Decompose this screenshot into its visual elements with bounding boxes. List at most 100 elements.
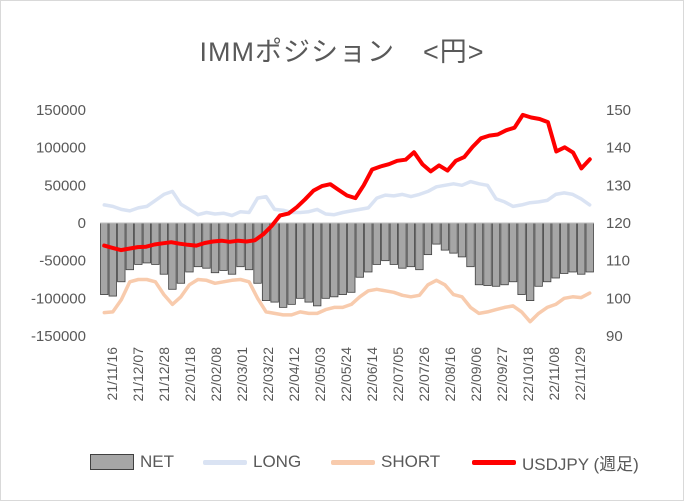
net-bar bbox=[244, 222, 254, 271]
net-bar bbox=[432, 222, 441, 245]
net-bar bbox=[321, 222, 330, 299]
net-bar bbox=[389, 222, 398, 265]
x-tick-label: 22/09/27 bbox=[494, 347, 510, 402]
legend-swatch-long bbox=[203, 459, 247, 465]
y-left-tick-label: -150000 bbox=[31, 328, 86, 345]
net-bar bbox=[219, 222, 228, 271]
x-tick-label: 22/11/29 bbox=[572, 347, 588, 401]
net-bar bbox=[534, 222, 543, 287]
net-bar bbox=[202, 222, 211, 269]
net-bar bbox=[330, 222, 339, 298]
net-bar bbox=[415, 222, 424, 271]
net-bar bbox=[525, 222, 535, 301]
net-bar bbox=[568, 222, 577, 273]
legend-label-net: NET bbox=[140, 452, 174, 471]
legend-swatch-short bbox=[331, 459, 375, 465]
net-bar bbox=[372, 222, 381, 265]
net-bar bbox=[134, 222, 143, 265]
net-bar bbox=[313, 222, 322, 307]
legend: NET LONG SHORT USDJPY (週足) bbox=[0, 448, 684, 476]
net-bar bbox=[338, 222, 347, 295]
net-bar bbox=[227, 222, 237, 275]
legend-swatch-usdjpy bbox=[472, 459, 516, 465]
net-bar bbox=[270, 222, 279, 303]
net-bar bbox=[159, 222, 169, 275]
x-tick-label: 22/03/01 bbox=[234, 347, 250, 402]
net-bar bbox=[278, 222, 288, 308]
x-tick-label: 22/09/06 bbox=[468, 347, 484, 402]
net-bar bbox=[457, 222, 467, 258]
net-bar bbox=[355, 222, 364, 278]
net-bar bbox=[474, 222, 484, 286]
net-bar bbox=[304, 222, 313, 303]
net-bar bbox=[398, 222, 407, 269]
y-left-tick-label: -100000 bbox=[31, 290, 86, 307]
net-bar bbox=[364, 222, 373, 273]
x-tick-label: 22/07/26 bbox=[416, 347, 432, 402]
legend-label-usdjpy: USDJPY (週足) bbox=[522, 454, 639, 474]
net-bar bbox=[296, 222, 305, 299]
net-bar bbox=[543, 222, 552, 283]
y-left-tick-label: 100000 bbox=[36, 140, 86, 157]
x-tick-label: 22/08/16 bbox=[442, 347, 458, 402]
x-tick-label: 22/11/08 bbox=[546, 347, 562, 401]
net-bar bbox=[500, 222, 509, 286]
x-tick-label: 22/06/14 bbox=[364, 347, 380, 402]
x-tick-label: 21/12/28 bbox=[156, 347, 172, 402]
net-bar bbox=[577, 222, 586, 275]
net-bar bbox=[508, 222, 518, 283]
net-bar bbox=[117, 222, 126, 283]
x-tick-label: 22/10/18 bbox=[520, 347, 536, 402]
y-right-tick-label: 150 bbox=[606, 102, 631, 119]
net-bar bbox=[168, 222, 177, 290]
net-bar bbox=[491, 222, 501, 287]
x-tick-label: 22/01/18 bbox=[182, 347, 198, 402]
x-tick-label: 22/02/08 bbox=[208, 347, 224, 402]
net-bar bbox=[423, 222, 433, 256]
legend-swatch-net bbox=[90, 454, 134, 470]
net-bar bbox=[347, 222, 356, 293]
net-bar bbox=[176, 222, 186, 284]
legend-item-short: SHORT bbox=[331, 448, 440, 476]
net-bar bbox=[100, 222, 109, 295]
x-tick-label: 22/05/24 bbox=[338, 347, 354, 402]
net-bar bbox=[210, 222, 220, 274]
chart-title: IMMポジション <円> bbox=[199, 37, 485, 67]
legend-item-long: LONG bbox=[203, 448, 301, 476]
net-bar bbox=[108, 222, 117, 297]
net-bar bbox=[381, 222, 390, 262]
y-left-tick-label: 50000 bbox=[44, 177, 86, 194]
x-tick-label: 21/11/16 bbox=[104, 347, 120, 401]
net-bar bbox=[585, 222, 594, 273]
net-bar bbox=[287, 222, 296, 305]
net-bar bbox=[449, 222, 458, 254]
x-tick-label: 22/04/12 bbox=[286, 347, 302, 402]
y-left-tick-label: 150000 bbox=[36, 102, 86, 119]
net-bar bbox=[253, 222, 262, 284]
net-bar bbox=[483, 222, 492, 286]
net-bar bbox=[406, 222, 416, 268]
chart-plot: 150000 100000 50000 0 -50000 -100000 -150000 15… bbox=[31, 102, 631, 402]
y-right-tick-label: 110 bbox=[606, 253, 630, 270]
legend-item-usdjpy: USDJPY (週足) bbox=[472, 448, 639, 476]
net-bar bbox=[560, 222, 569, 274]
y-left-tick-label: -50000 bbox=[39, 253, 86, 270]
y-right-tick-label: 120 bbox=[606, 215, 631, 232]
usdjpy-line bbox=[102, 112, 592, 253]
x-tick-label: 22/05/03 bbox=[312, 347, 328, 402]
y-right-tick-label: 90 bbox=[606, 328, 623, 345]
y-left-tick-label: 0 bbox=[78, 215, 86, 232]
net-bar bbox=[551, 222, 560, 279]
net-bar bbox=[185, 222, 194, 273]
short-line bbox=[102, 277, 592, 324]
x-tick-label: 22/07/05 bbox=[390, 347, 406, 402]
y-right-tick-label: 130 bbox=[606, 177, 631, 194]
net-bar bbox=[236, 222, 245, 268]
y-right-tick-label: 140 bbox=[606, 140, 631, 157]
legend-item-net: NET bbox=[90, 448, 174, 476]
net-bar bbox=[517, 222, 526, 295]
x-tick-label: 21/12/07 bbox=[130, 347, 146, 402]
net-bar bbox=[466, 222, 475, 268]
long-line bbox=[102, 179, 592, 218]
net-bar bbox=[440, 222, 450, 251]
